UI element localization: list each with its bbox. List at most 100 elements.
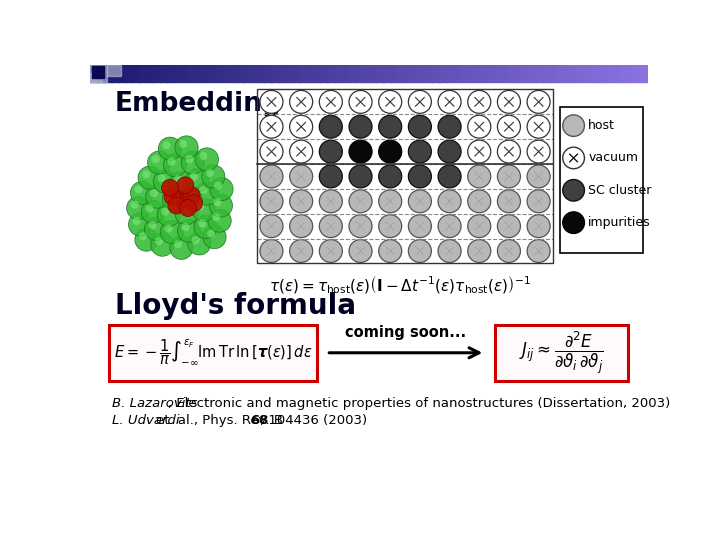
Circle shape <box>563 147 585 168</box>
Bar <box>348 65 356 82</box>
Circle shape <box>203 226 226 248</box>
Bar <box>508 65 516 82</box>
Bar <box>125 65 132 82</box>
Circle shape <box>179 200 197 217</box>
Bar <box>453 65 461 82</box>
Bar <box>97 65 104 82</box>
Text: Lloyd's formula: Lloyd's formula <box>114 292 356 320</box>
Bar <box>256 90 554 264</box>
Circle shape <box>563 115 585 137</box>
Circle shape <box>527 190 550 213</box>
Bar <box>599 65 607 82</box>
Circle shape <box>162 188 186 211</box>
Bar <box>139 65 147 82</box>
Bar <box>181 65 189 82</box>
Bar <box>369 65 377 82</box>
Circle shape <box>142 170 150 178</box>
Bar <box>544 65 551 82</box>
Circle shape <box>379 116 402 138</box>
Circle shape <box>170 237 193 259</box>
Circle shape <box>170 171 193 194</box>
Text: L. Udvardi: L. Udvardi <box>112 414 179 427</box>
Circle shape <box>379 90 402 113</box>
Bar <box>550 65 558 82</box>
Bar <box>390 65 397 82</box>
Bar <box>613 65 621 82</box>
Circle shape <box>408 190 431 213</box>
Circle shape <box>195 148 218 171</box>
Bar <box>313 65 321 82</box>
Circle shape <box>438 190 461 213</box>
Bar <box>620 65 628 82</box>
Bar <box>285 65 293 82</box>
Circle shape <box>199 152 207 160</box>
Bar <box>557 65 565 82</box>
Circle shape <box>185 155 194 163</box>
Circle shape <box>152 155 160 163</box>
Bar <box>111 65 119 82</box>
Bar <box>118 65 126 82</box>
Circle shape <box>320 140 342 163</box>
Circle shape <box>498 116 521 138</box>
Circle shape <box>527 240 550 262</box>
Circle shape <box>173 191 190 208</box>
Circle shape <box>349 190 372 213</box>
Circle shape <box>174 240 182 248</box>
Bar <box>459 65 467 82</box>
Bar <box>627 65 635 82</box>
Circle shape <box>157 204 181 227</box>
Circle shape <box>468 90 491 113</box>
Circle shape <box>132 217 140 225</box>
Bar <box>564 65 572 82</box>
Bar <box>362 65 370 82</box>
Circle shape <box>128 213 152 236</box>
Bar <box>132 65 140 82</box>
Circle shape <box>188 232 211 255</box>
Circle shape <box>138 166 161 190</box>
Bar <box>585 65 593 82</box>
Bar <box>174 65 181 82</box>
Circle shape <box>145 204 153 212</box>
Circle shape <box>175 136 198 159</box>
Circle shape <box>164 188 181 205</box>
Circle shape <box>320 215 342 238</box>
Bar <box>559 107 644 253</box>
Bar <box>355 65 363 82</box>
Bar <box>593 65 600 82</box>
Circle shape <box>349 165 372 188</box>
Text: SC cluster: SC cluster <box>588 184 652 197</box>
Circle shape <box>179 140 187 148</box>
Circle shape <box>168 158 176 166</box>
Circle shape <box>145 217 168 240</box>
Bar <box>495 65 503 82</box>
Text: B. Lazarovits: B. Lazarovits <box>112 397 197 410</box>
Bar <box>209 65 216 82</box>
Text: Embedding: Embedding <box>114 91 282 117</box>
Circle shape <box>320 165 342 188</box>
Circle shape <box>145 185 169 208</box>
Circle shape <box>438 90 461 113</box>
Bar <box>300 65 307 82</box>
Bar <box>91 65 104 78</box>
Circle shape <box>164 225 173 233</box>
Circle shape <box>196 202 204 211</box>
Circle shape <box>190 173 198 181</box>
Circle shape <box>260 90 283 113</box>
Circle shape <box>498 215 521 238</box>
Bar <box>481 65 488 82</box>
Bar <box>606 65 614 82</box>
Bar <box>145 65 153 82</box>
Bar <box>306 65 314 82</box>
Circle shape <box>289 190 312 213</box>
Circle shape <box>379 190 402 213</box>
Circle shape <box>210 194 233 217</box>
Text: , Electronic and magnetic properties of nanostructures (Dissertation, 2003): , Electronic and magnetic properties of … <box>168 397 670 410</box>
Text: coming soon...: coming soon... <box>346 326 467 340</box>
Circle shape <box>289 240 312 262</box>
Text: et. al., Phys. Rev. B: et. al., Phys. Rev. B <box>156 414 287 427</box>
Circle shape <box>468 140 491 163</box>
Bar <box>634 65 642 82</box>
Circle shape <box>153 170 176 193</box>
Circle shape <box>408 165 431 188</box>
Bar <box>523 65 530 82</box>
